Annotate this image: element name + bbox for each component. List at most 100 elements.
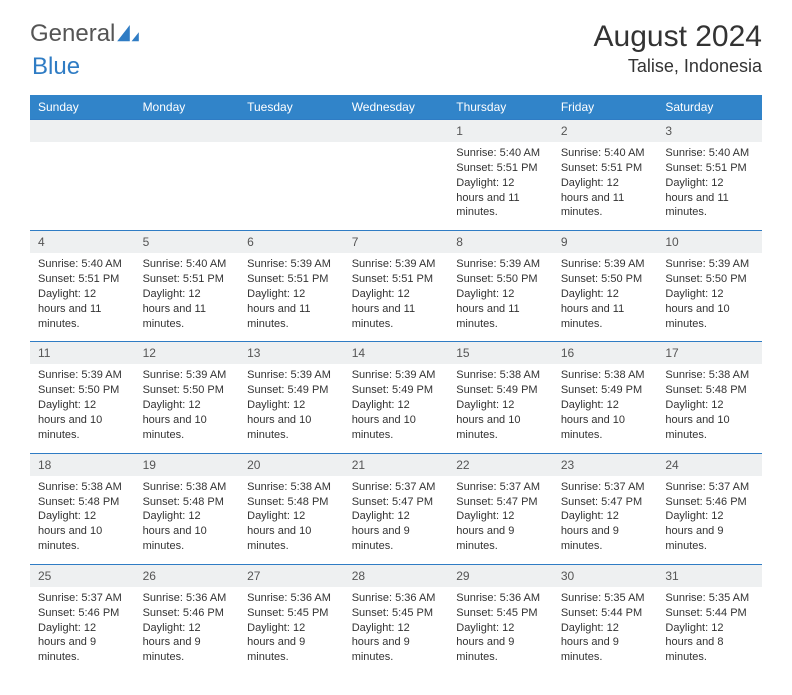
day-cell: Sunrise: 5:40 AMSunset: 5:51 PMDaylight:…: [657, 142, 762, 230]
day-number: 17: [657, 342, 762, 365]
day-number: 29: [448, 564, 553, 587]
daynum-row: 11121314151617: [30, 342, 762, 365]
sunrise-line: Sunrise: 5:38 AM: [247, 480, 336, 495]
logo-sail-icon: [117, 25, 139, 43]
day-number: 5: [135, 231, 240, 254]
day-cell: Sunrise: 5:39 AMSunset: 5:50 PMDaylight:…: [553, 253, 658, 341]
daylight-line: Daylight: 12 hours and 11 minutes.: [38, 287, 127, 332]
sunrise-line: Sunrise: 5:39 AM: [247, 257, 336, 272]
details-row: Sunrise: 5:37 AM Sunset: 5:46 PM Daylight:…: [30, 587, 762, 675]
sunrise-line: Sunrise: 5:37 AM: [456, 480, 545, 495]
day-number: 16: [553, 342, 658, 365]
daylight-line: Daylight: 12 hours and 9 minutes.: [561, 509, 650, 554]
details-row: Sunrise: 5:38 AMSunset: 5:48 PM Daylight:…: [30, 476, 762, 564]
sunset-line: Sunset: 5:50 PM: [38, 383, 127, 398]
sunrise-line: Sunrise: 5:37 AM: [352, 480, 441, 495]
details-row: Sunrise: 5:40 AMSunset: 5:51 PMDaylight:…: [30, 142, 762, 230]
day-number: 12: [135, 342, 240, 365]
day-number: 14: [344, 342, 449, 365]
sunset-line: Sunset: 5:49 PM: [352, 383, 441, 398]
daylight-line: Daylight: 12 hours and 10 minutes.: [38, 398, 127, 443]
day-number: 21: [344, 453, 449, 476]
day-number: 11: [30, 342, 135, 365]
sunset-line: Sunset: 5:45 PM: [247, 606, 336, 621]
day-cell: Sunrise: 5:37 AMSunset: 5:46 PMDaylight:…: [657, 476, 762, 564]
daynum-row: 25262728293031: [30, 564, 762, 587]
day-cell: Sunrise: 5:40 AMSunset: 5:51 PMDaylight:…: [30, 253, 135, 341]
day-cell: Sunrise: 5:35 AMSunset: 5:44 PMDaylight:…: [553, 587, 658, 675]
weeks-container: 123 Sunrise: 5:40 AMSunset: 5:51 PMDayli…: [30, 119, 762, 675]
sunrise-line: Sunrise: 5:36 AM: [456, 591, 545, 606]
sunset-line: Sunset: 5:50 PM: [561, 272, 650, 287]
daylight-line: Daylight: 12 hours and 10 minutes.: [143, 398, 232, 443]
daylight-line: Daylight: 12 hours and 10 minutes.: [143, 509, 232, 554]
day-number: 27: [239, 564, 344, 587]
sunrise-line: Sunrise: 5:35 AM: [561, 591, 650, 606]
day-number: 8: [448, 231, 553, 254]
day-number: 9: [553, 231, 658, 254]
day-number: 28: [344, 564, 449, 587]
day-cell: Sunrise: 5:38 AMSunset: 5:48 PMDaylight:…: [239, 476, 344, 564]
sunset-line: Sunset: 5:49 PM: [561, 383, 650, 398]
day-number: 10: [657, 231, 762, 254]
sunset-line: Sunset: 5:44 PM: [665, 606, 754, 621]
title-block: August 2024 Talise, Indonesia: [594, 20, 762, 77]
sunset-line: Sunset: 5:49 PM: [247, 383, 336, 398]
day-cell: Sunrise: 5:38 AMSunset: 5:48 PMDaylight:…: [30, 476, 135, 564]
daynum-row: 18192021222324: [30, 453, 762, 476]
sunset-line: Sunset: 5:48 PM: [665, 383, 754, 398]
col-thursday: Thursday: [448, 95, 553, 119]
sunrise-line: Sunrise: 5:37 AM: [38, 591, 127, 606]
col-friday: Friday: [553, 95, 658, 119]
sunset-line: Sunset: 5:50 PM: [665, 272, 754, 287]
daylight-line: Daylight: 12 hours and 9 minutes.: [352, 621, 441, 666]
daylight-line: Daylight: 12 hours and 9 minutes.: [247, 621, 336, 666]
day-cell: Sunrise: 5:39 AMSunset: 5:49 PMDaylight:…: [239, 364, 344, 452]
sunrise-line: Sunrise: 5:39 AM: [143, 368, 232, 383]
location-label: Talise, Indonesia: [594, 56, 762, 77]
sunset-line: Sunset: 5:50 PM: [143, 383, 232, 398]
day-cell: Sunrise: 5:38 AMSunset: 5:49 PMDaylight:…: [448, 364, 553, 452]
day-number: [344, 120, 449, 143]
daylight-line: Daylight: 12 hours and 10 minutes.: [665, 398, 754, 443]
sunset-line: Sunset: 5:44 PM: [561, 606, 650, 621]
day-cell: Sunrise: 5:39 AMSunset: 5:50 PMDaylight:…: [657, 253, 762, 341]
daynum-row: 123: [30, 120, 762, 143]
day-cell: [30, 142, 135, 230]
sunset-line: Sunset: 5:48 PM: [247, 495, 336, 510]
col-tuesday: Tuesday: [239, 95, 344, 119]
week-table: 45678910Sunrise: 5:40 AMSunset: 5:51 PMD…: [30, 230, 762, 341]
sunrise-line: Sunrise: 5:40 AM: [38, 257, 127, 272]
sunrise-line: Sunrise: 5:39 AM: [352, 368, 441, 383]
sunrise-line: Sunrise: 5:36 AM: [247, 591, 336, 606]
day-number: 30: [553, 564, 658, 587]
day-number: 6: [239, 231, 344, 254]
daylight-line: Daylight: 12 hours and 10 minutes.: [665, 287, 754, 332]
sunrise-line: Sunrise: 5:35 AM: [665, 591, 754, 606]
daylight-line: Daylight: 12 hours and 10 minutes.: [456, 398, 545, 443]
sunset-line: Sunset: 5:51 PM: [561, 161, 650, 176]
day-cell: [344, 142, 449, 230]
sunrise-line: Sunrise: 5:39 AM: [352, 257, 441, 272]
col-saturday: Saturday: [657, 95, 762, 119]
day-cell: Sunrise: 5:36 AMSunset: 5:46 PMDaylight:…: [135, 587, 240, 675]
sunset-line: Sunset: 5:51 PM: [352, 272, 441, 287]
daylight-line: Daylight: 12 hours and 11 minutes.: [665, 176, 754, 221]
sunset-line: Sunset: 5:46 PM: [143, 606, 232, 621]
day-number: 18: [30, 453, 135, 476]
daylight-line: Daylight: 12 hours and 9 minutes.: [665, 509, 754, 554]
day-cell: Sunrise: 5:39 AMSunset: 5:49 PMDaylight:…: [344, 364, 449, 452]
sunset-line: Sunset: 5:45 PM: [352, 606, 441, 621]
day-cell: Sunrise: 5:39 AMSunset: 5:50 PMDaylight:…: [135, 364, 240, 452]
day-cell: Sunrise: 5:36 AMSunset: 5:45 PMDaylight:…: [239, 587, 344, 675]
logo: General: [30, 20, 139, 48]
daylight-line: Daylight: 12 hours and 10 minutes.: [352, 398, 441, 443]
day-cell: Sunrise: 5:39 AMSunset: 5:50 PMDaylight:…: [448, 253, 553, 341]
col-wednesday: Wednesday: [344, 95, 449, 119]
details-row: Sunrise: 5:39 AMSunset: 5:50 PMDaylight:…: [30, 364, 762, 452]
week-table: 123 Sunrise: 5:40 AMSunset: 5:51 PMDayli…: [30, 119, 762, 230]
col-sunday: Sunday: [30, 95, 135, 119]
sunrise-line: Sunrise: 5:38 AM: [665, 368, 754, 383]
daylight-line: Daylight: 12 hours and 11 minutes.: [247, 287, 336, 332]
sunrise-line: Sunrise: 5:39 AM: [38, 368, 127, 383]
